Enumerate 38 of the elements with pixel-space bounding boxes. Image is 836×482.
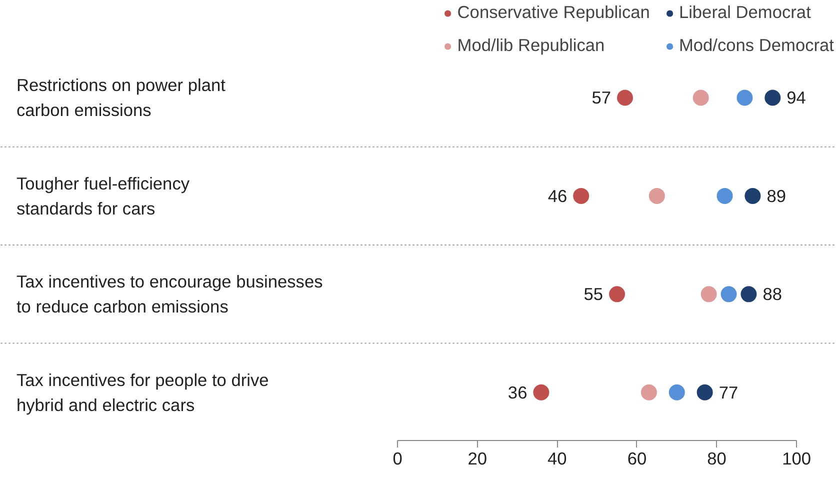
y-tick-label: Tax incentives to encourage businesses to reduce carbon emissions xyxy=(16,272,324,317)
legend-label: Conservative Republican xyxy=(457,2,650,23)
data-label: 94 xyxy=(786,88,806,108)
data-label: 46 xyxy=(548,186,568,206)
data-label: 88 xyxy=(762,284,782,304)
point xyxy=(696,384,713,400)
data-label: 77 xyxy=(718,382,738,402)
point xyxy=(692,90,709,106)
data-label: 57 xyxy=(592,88,612,108)
x-tick-label: 20 xyxy=(468,448,488,468)
y-tick-label: Restrictions on power plant carbon emissions xyxy=(16,75,226,120)
point xyxy=(648,188,665,204)
point xyxy=(744,188,761,204)
point xyxy=(668,384,685,400)
x-tick-label: 100 xyxy=(782,448,812,468)
data-label: 55 xyxy=(584,284,604,304)
point xyxy=(573,188,590,204)
point xyxy=(700,286,717,302)
point xyxy=(609,286,626,302)
legend-label: Mod/lib Republican xyxy=(457,35,605,56)
x-tick-label: 40 xyxy=(548,448,567,468)
point xyxy=(640,384,657,400)
point xyxy=(740,286,757,302)
legend-label: Liberal Democrat xyxy=(678,2,811,23)
legend-label: Mod/cons Democrat xyxy=(678,35,834,56)
x-tick-label: 60 xyxy=(627,448,647,468)
point xyxy=(617,90,634,106)
point xyxy=(720,286,737,302)
x-tick-label: 80 xyxy=(707,448,726,468)
point xyxy=(736,90,753,106)
data-label: 36 xyxy=(508,382,528,402)
point xyxy=(716,188,733,204)
y-tick-label: Tax incentives for people to drive hybrid and electric cars xyxy=(16,370,269,415)
y-tick-label: Tougher fuel-efficiency standards for cars xyxy=(16,173,190,218)
point xyxy=(764,90,781,106)
data-label: 89 xyxy=(766,186,786,206)
point xyxy=(533,384,550,400)
x-tick-label: 0 xyxy=(392,448,402,468)
